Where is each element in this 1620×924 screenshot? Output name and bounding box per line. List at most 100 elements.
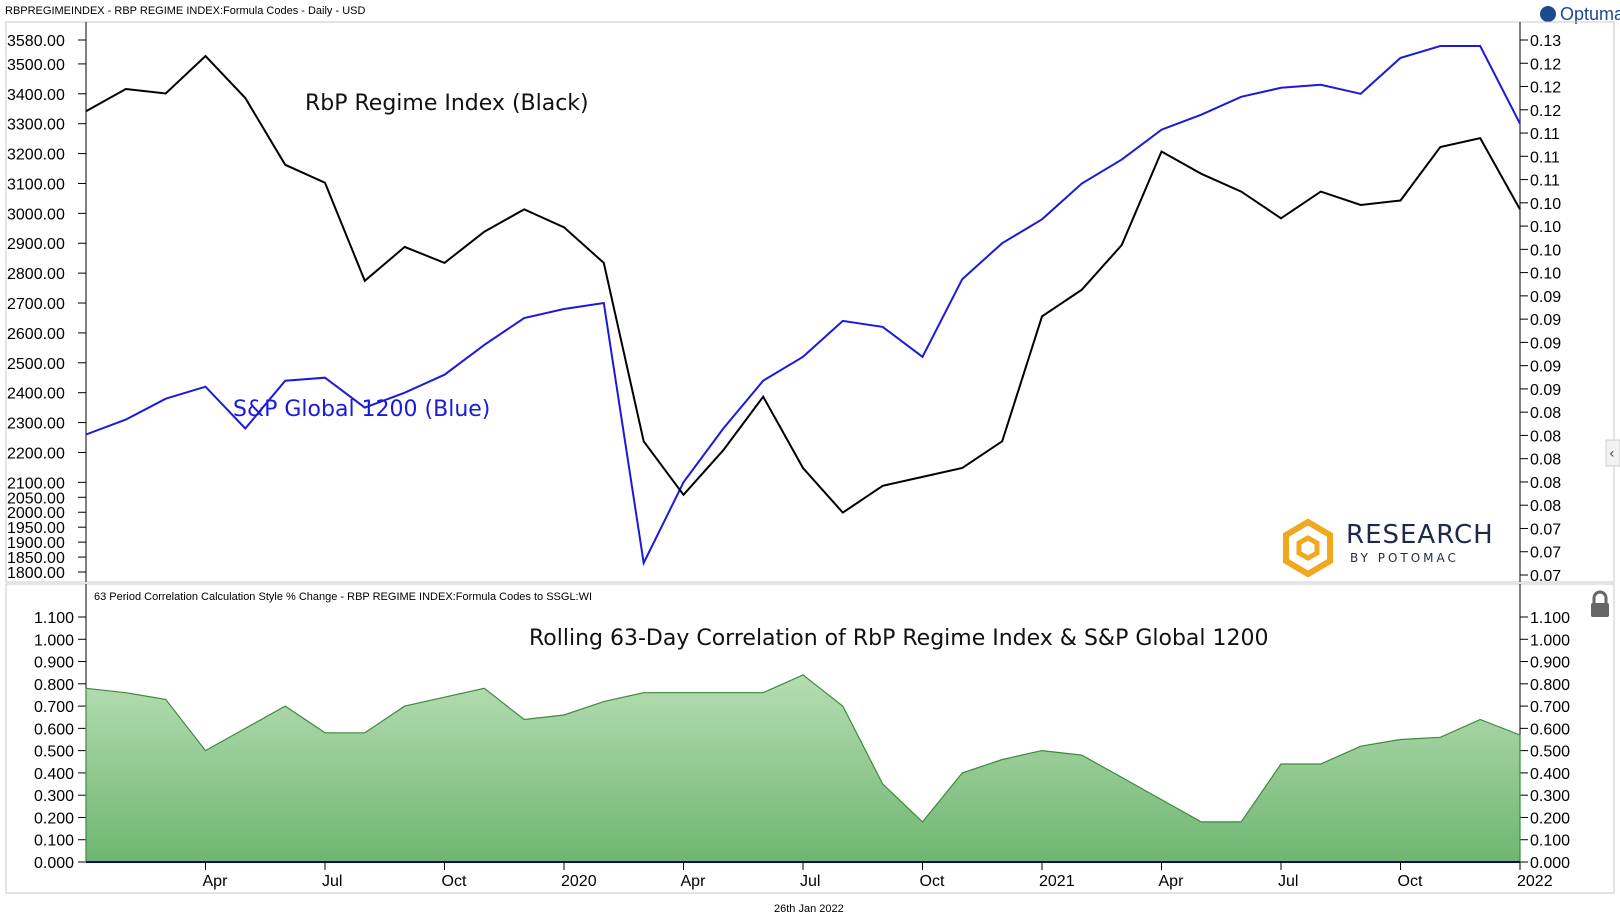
right-axis-ticks: 0.13 0.12 0.12 0.12 0.11 0.11 0.11 0.10 0.10 0.10… <box>1519 22 1561 585</box>
left-axis-tick-label: 2800.00 <box>7 266 65 283</box>
hexagon-logo-icon <box>1283 518 1333 578</box>
x-axis-tick-label: 2022 <box>1517 873 1553 890</box>
optuma-label: Optuma <box>1560 4 1620 24</box>
left-axis-tick-label: 2050.00 <box>7 490 65 507</box>
right-axis-tick-label: 0.10 <box>1530 219 1561 236</box>
right-axis-tick-label: 0.09 <box>1530 289 1561 306</box>
lower-right-tick-label: 0.300 <box>1530 788 1570 805</box>
x-axis-tick-label: Oct <box>442 873 467 890</box>
lower-left-tick-label: 0.500 <box>34 744 74 761</box>
x-axis-tick-label: Oct <box>920 873 945 890</box>
lower-right-tick-label: 0.200 <box>1530 810 1570 827</box>
right-axis-tick-label: 0.07 <box>1530 568 1561 585</box>
left-axis-tick-label: 2600.00 <box>7 326 65 343</box>
research-potomac-logo: RESEARCH BY POTOMAC <box>1283 518 1494 578</box>
left-axis-tick-label: 1800.00 <box>7 565 65 582</box>
lower-right-tick-label: 0.600 <box>1530 721 1570 738</box>
left-axis-tick-label: 1950.00 <box>7 520 65 537</box>
x-axis-tick-label: Jul <box>800 873 820 890</box>
right-axis-tick-label: 0.10 <box>1530 266 1561 283</box>
right-axis-tick-label: 0.11 <box>1530 149 1560 166</box>
lock-icon[interactable] <box>1591 590 1609 617</box>
lower-right-tick-label: 0.400 <box>1530 766 1570 783</box>
left-axis-tick-label: 3580.00 <box>7 33 65 50</box>
lower-left-tick-label: 1.000 <box>34 632 74 649</box>
right-axis-tick-label: 0.08 <box>1530 475 1561 492</box>
correlation-area <box>85 674 1521 863</box>
sp-global-1200-line <box>85 45 1521 567</box>
x-axis-tick-label: Jul <box>322 873 342 890</box>
lower-right-tick-label: 0.000 <box>1530 855 1570 872</box>
right-axis-tick-label: 0.10 <box>1530 196 1561 213</box>
x-axis-tick-label: Jul <box>1278 873 1298 890</box>
right-axis-tick-label: 0.08 <box>1530 452 1561 469</box>
left-axis-tick-label: 1850.00 <box>7 550 65 567</box>
lower-right-tick-label: 1.100 <box>1530 610 1570 627</box>
right-axis-tick-label: 0.11 <box>1530 173 1560 190</box>
lower-left-tick-label: 0.200 <box>34 810 74 827</box>
right-axis-tick-label: 0.12 <box>1530 56 1561 73</box>
left-axis-tick-label: 3400.00 <box>7 87 65 104</box>
left-axis-tick-label: 2400.00 <box>7 386 65 403</box>
lower-left-tick-label: 1.100 <box>34 610 74 627</box>
upper-panel-frame <box>5 21 1615 583</box>
right-axis-tick-label: 0.13 <box>1530 33 1561 50</box>
left-axis-tick-label: 2100.00 <box>7 475 65 492</box>
research-label: RESEARCH <box>1346 520 1494 550</box>
lower-right-tick-label: 0.500 <box>1530 744 1570 761</box>
left-axis-tick-label: 2000.00 <box>7 505 65 522</box>
lower-left-tick-label: 0.000 <box>34 855 74 872</box>
right-axis-tick-label: 0.10 <box>1530 242 1561 259</box>
optuma-icon <box>1540 6 1556 22</box>
sp-global-annotation: S&P Global 1200 (Blue) <box>233 397 490 422</box>
chart-header-title: RBPREGIMEINDEX - RBP REGIME INDEX:Formul… <box>5 5 365 17</box>
lower-left-tick-label: 0.400 <box>34 766 74 783</box>
lower-right-tick-label: 0.100 <box>1530 833 1570 850</box>
left-axis-tick-label: 3100.00 <box>7 176 65 193</box>
left-axis-tick-label: 2900.00 <box>7 236 65 253</box>
lower-left-tick-label: 0.600 <box>34 721 74 738</box>
lower-right-tick-label: 0.800 <box>1530 677 1570 694</box>
correlation-title: Rolling 63-Day Correlation of RbP Regime… <box>529 626 1269 651</box>
left-axis-tick-label: 3200.00 <box>7 147 65 164</box>
right-axis-tick-label: 0.08 <box>1530 428 1561 445</box>
lower-right-tick-label: 1.000 <box>1530 632 1570 649</box>
x-axis-ticks: Apr Jul Oct 2020 Apr Jul Oct 2021 Apr Jul Oct 2022 <box>86 861 1553 890</box>
x-axis-tick-label: 2021 <box>1039 873 1075 890</box>
lower-left-tick-label: 0.300 <box>34 788 74 805</box>
right-axis-tick-label: 0.09 <box>1530 382 1561 399</box>
x-axis-tick-label: Apr <box>681 873 707 890</box>
left-axis-tick-label: 2700.00 <box>7 296 65 313</box>
x-axis-tick-label: 2020 <box>561 873 597 890</box>
left-axis-tick-label: 3500.00 <box>7 57 65 74</box>
rbp-regime-index-line <box>85 54 1521 514</box>
left-axis-tick-label: 2300.00 <box>7 416 65 433</box>
right-axis-tick-label: 0.07 <box>1530 545 1561 562</box>
right-axis-tick-label: 0.09 <box>1530 312 1561 329</box>
left-axis-tick-label: 3000.00 <box>7 206 65 223</box>
lower-left-tick-label: 0.900 <box>34 655 74 672</box>
potomac-label: BY POTOMAC <box>1350 551 1459 565</box>
right-axis-tick-label: 0.12 <box>1530 80 1561 97</box>
rbp-regime-annotation: RbP Regime Index (Black) <box>305 91 589 116</box>
right-axis-tick-label: 0.07 <box>1530 521 1561 538</box>
x-axis-tick-label: Apr <box>203 873 229 890</box>
footer-date: 26th Jan 2022 <box>774 903 844 915</box>
left-axis-tick-label: 2200.00 <box>7 445 65 462</box>
lower-right-tick-label: 0.700 <box>1530 699 1570 716</box>
right-axis-tick-label: 0.09 <box>1530 359 1561 376</box>
lower-left-tick-label: 0.100 <box>34 833 74 850</box>
svg-text:‹: ‹ <box>1609 446 1615 462</box>
collapse-arrow-icon[interactable]: ‹ <box>1605 439 1620 467</box>
left-axis-ticks: 3580.00 3500.00 3400.00 3300.00 3200.00 3100.… <box>7 22 87 582</box>
right-axis-tick-label: 0.12 <box>1530 103 1561 120</box>
optuma-logo: Optuma <box>1540 4 1620 24</box>
x-axis-tick-label: Apr <box>1159 873 1185 890</box>
lower-right-axis-ticks: 0.000 0.100 0.200 0.300 0.400 0.500 0.600 0.700… <box>1519 584 1570 872</box>
lower-right-tick-label: 0.900 <box>1530 655 1570 672</box>
lower-left-tick-label: 0.800 <box>34 677 74 694</box>
x-axis-tick-label: Oct <box>1398 873 1423 890</box>
lower-panel-frame <box>5 583 1615 894</box>
lower-left-axis-ticks: 0.000 0.100 0.200 0.300 0.400 0.500 0.600 0.700… <box>34 584 87 872</box>
